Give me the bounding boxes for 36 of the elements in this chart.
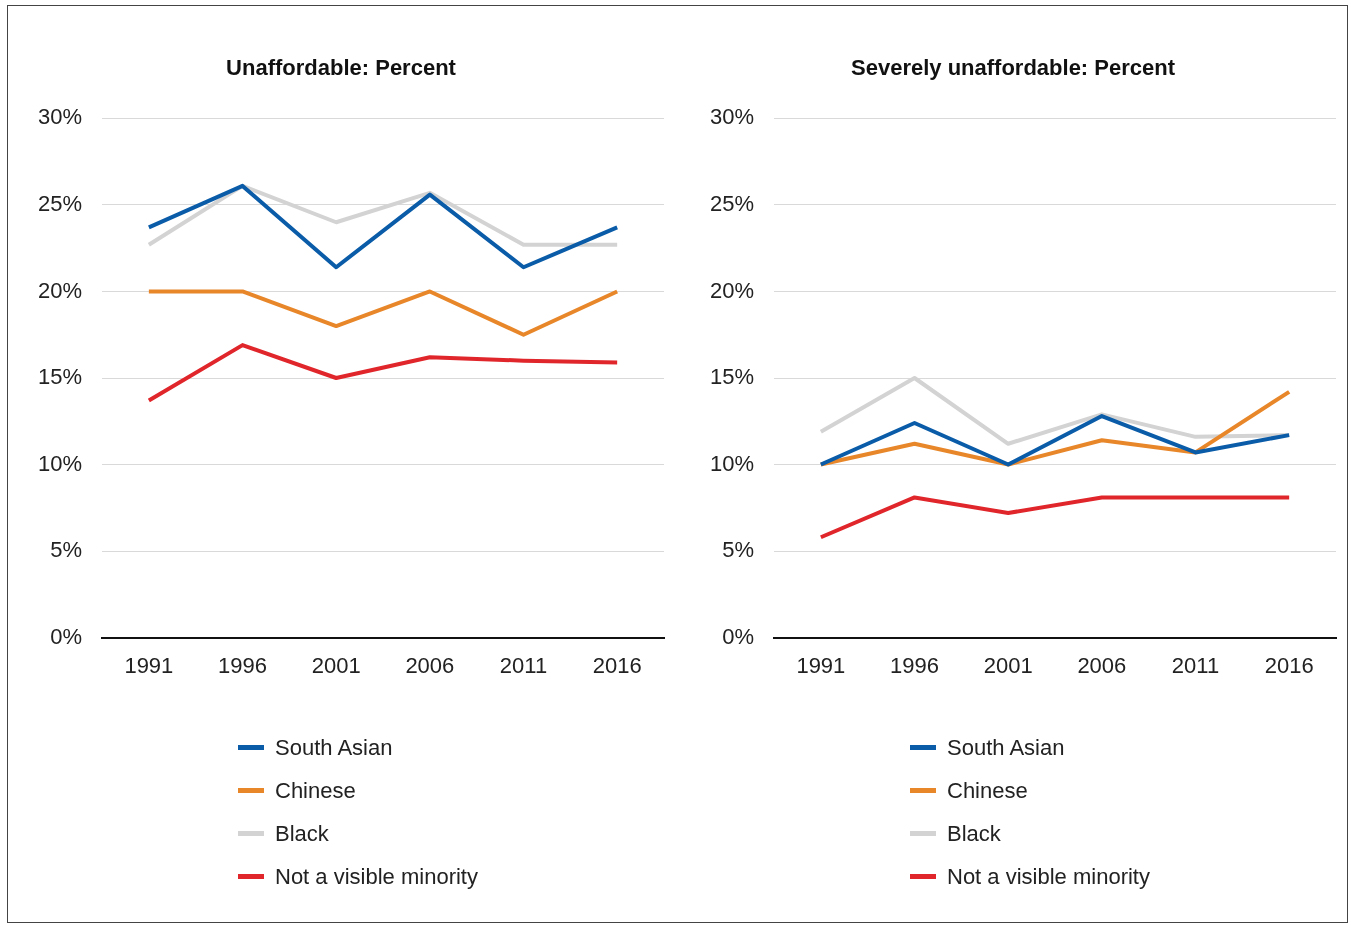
chart-title: Severely unaffordable: Percent bbox=[850, 55, 1176, 81]
legend-label: South Asian bbox=[275, 734, 393, 761]
y-tick-label: 0% bbox=[722, 623, 755, 649]
y-tick-label: 20% bbox=[37, 277, 83, 303]
y-tick-label: 5% bbox=[50, 537, 83, 563]
x-tick-label: 2011 bbox=[499, 652, 548, 678]
y-tick-label: 0% bbox=[50, 623, 83, 649]
legend-label: Not a visible minority bbox=[947, 863, 1150, 890]
x-tick-label: 2016 bbox=[592, 652, 642, 678]
y-tick-label: 30% bbox=[37, 104, 83, 130]
x-tick-label: 1991 bbox=[124, 652, 174, 678]
x-tick-label: 2001 bbox=[983, 652, 1033, 678]
legend-label: Chinese bbox=[947, 777, 1028, 804]
y-tick-label: 10% bbox=[709, 450, 755, 476]
legend-label: Chinese bbox=[275, 777, 356, 804]
legend-label: Black bbox=[275, 820, 329, 847]
legend-label: Not a visible minority bbox=[275, 863, 478, 890]
y-tick-label: 15% bbox=[709, 364, 755, 390]
legend-label: South Asian bbox=[947, 734, 1065, 761]
y-tick-label: 25% bbox=[37, 191, 83, 216]
x-tick-label: 2006 bbox=[1077, 652, 1127, 678]
chart-title: Unaffordable: Percent bbox=[226, 55, 457, 81]
y-tick-label: 10% bbox=[37, 450, 83, 476]
x-tick-label: 2001 bbox=[311, 652, 361, 678]
y-tick-label: 20% bbox=[709, 277, 755, 303]
y-tick-label: 5% bbox=[722, 537, 755, 563]
legend-label: Black bbox=[947, 820, 1001, 847]
y-tick-label: 15% bbox=[37, 364, 83, 390]
x-tick-label: 1991 bbox=[796, 652, 846, 678]
x-tick-label: 1996 bbox=[890, 652, 939, 678]
x-tick-label: 2006 bbox=[405, 652, 455, 678]
y-tick-label: 25% bbox=[709, 191, 755, 216]
x-tick-label: 1996 bbox=[218, 652, 267, 678]
x-tick-label: 2011 bbox=[1171, 652, 1220, 678]
y-tick-label: 30% bbox=[709, 104, 755, 130]
x-tick-label: 2016 bbox=[1264, 652, 1314, 678]
